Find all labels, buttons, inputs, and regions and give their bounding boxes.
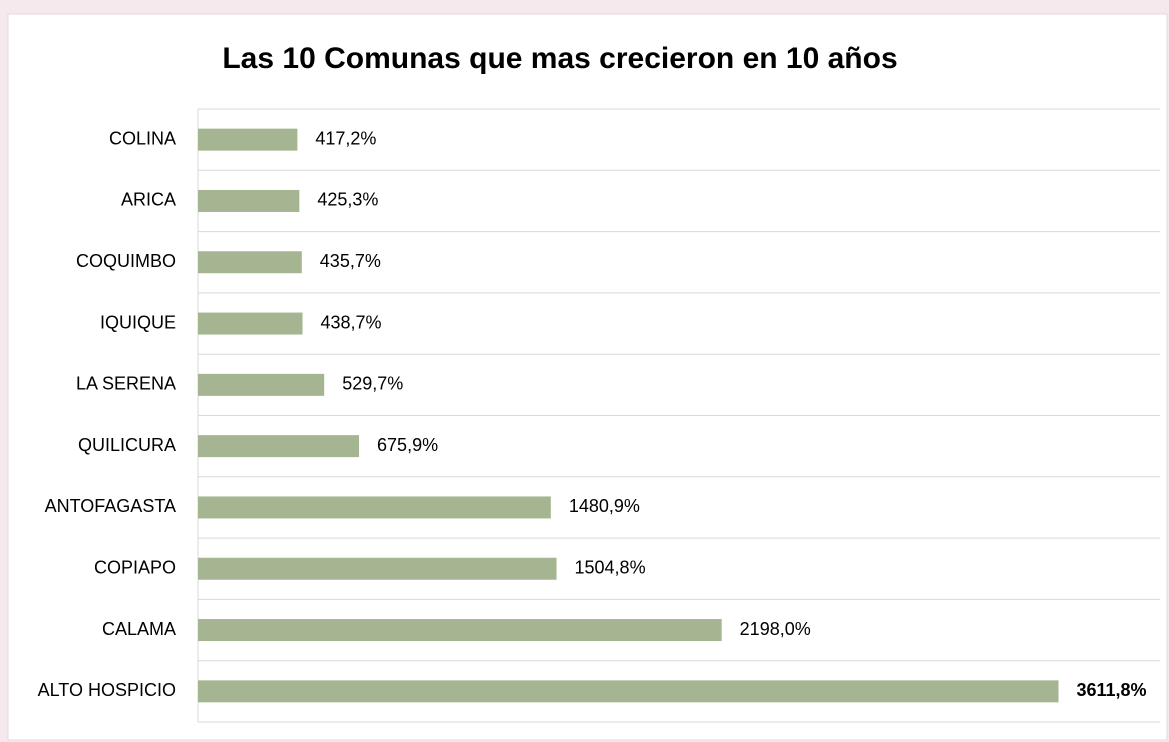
data-label: 3611,8% xyxy=(1077,680,1147,700)
data-label: 1480,9% xyxy=(569,496,640,516)
y-tick-label: COLINA xyxy=(109,128,176,148)
data-label: 2198,0% xyxy=(740,619,811,639)
bar xyxy=(198,251,302,274)
data-label: 1504,8% xyxy=(575,558,646,578)
bar xyxy=(198,435,360,458)
data-label: 435,7% xyxy=(320,251,381,271)
y-tick-label: ALTO HOSPICIO xyxy=(38,680,176,700)
data-label: 675,9% xyxy=(377,435,438,455)
y-tick-label: COQUIMBO xyxy=(76,251,176,271)
data-label: 417,2% xyxy=(315,128,376,148)
bar xyxy=(198,496,551,519)
y-tick-label: CALAMA xyxy=(102,619,176,639)
y-tick-label: COPIAPO xyxy=(94,558,176,578)
y-tick-label: LA SERENA xyxy=(76,374,176,394)
chart-title: Las 10 Comunas que mas crecieron en 10 a… xyxy=(222,42,897,75)
data-label: 425,3% xyxy=(317,190,378,210)
data-label: 529,7% xyxy=(342,374,403,394)
y-tick-label: ANTOFAGASTA xyxy=(45,496,176,516)
bar xyxy=(198,619,722,642)
bar xyxy=(198,373,325,396)
y-tick-label: IQUIQUE xyxy=(100,312,176,332)
data-label: 438,7% xyxy=(321,312,382,332)
bar xyxy=(198,680,1059,703)
bar xyxy=(198,189,300,212)
bar xyxy=(198,557,557,580)
y-tick-label: QUILICURA xyxy=(78,435,176,455)
bar xyxy=(198,128,298,151)
bar xyxy=(198,312,303,335)
y-tick-label: ARICA xyxy=(121,190,176,210)
